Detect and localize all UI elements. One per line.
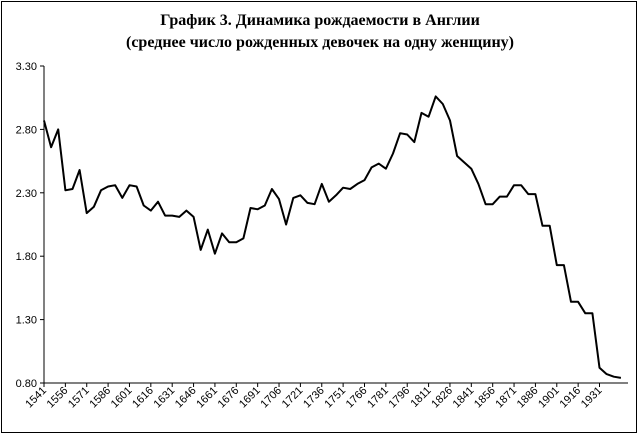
x-axis-ticks: 1541155615711586160116161631164616611676…	[23, 383, 605, 411]
x-tick-label: 1916	[557, 385, 583, 411]
x-tick-label: 1676	[216, 385, 242, 411]
x-tick-label: 1901	[536, 385, 562, 411]
x-tick-label: 1601	[109, 385, 135, 411]
y-tick-label: 1.30	[16, 315, 37, 327]
x-tick-label: 1781	[365, 385, 391, 411]
x-tick-label: 1661	[194, 385, 220, 411]
x-tick-label: 1931	[579, 385, 605, 411]
x-tick-label: 1586	[87, 385, 113, 411]
series-line	[43, 95, 622, 379]
x-tick-label: 1646	[173, 385, 199, 411]
x-tick-label: 1796	[387, 385, 413, 411]
x-tick-label: 1766	[344, 385, 370, 411]
y-axis-ticks: 0.80 1.30 1.80 2.30 2.80 3.30	[16, 61, 44, 390]
x-tick-label: 1871	[493, 385, 519, 411]
x-tick-label: 1751	[322, 385, 348, 411]
x-tick-label: 1571	[66, 385, 92, 411]
y-tick-label: 2.30	[16, 188, 37, 200]
x-tick-label: 1841	[451, 385, 477, 411]
chart-title: График 3. Динамика рождаемости в Англии	[160, 12, 480, 29]
x-tick-label: 1856	[472, 385, 498, 411]
x-tick-label: 1886	[515, 385, 541, 411]
chart-axes	[43, 66, 628, 384]
x-tick-label: 1736	[301, 385, 327, 411]
y-tick-label: 1.80	[16, 251, 37, 263]
x-tick-label: 1706	[258, 385, 284, 411]
plot-area	[43, 95, 622, 379]
x-tick-label: 1826	[429, 385, 455, 411]
y-tick-label: 2.80	[16, 124, 37, 136]
x-tick-label: 1811	[408, 385, 433, 410]
x-tick-label: 1631	[152, 385, 178, 411]
y-tick-label: 3.30	[16, 61, 37, 73]
x-tick-label: 1691	[237, 385, 263, 411]
x-tick-label: 1556	[45, 385, 71, 411]
x-tick-label: 1616	[130, 385, 156, 411]
x-tick-label: 1721	[280, 385, 306, 411]
y-tick-label: 0.80	[16, 378, 37, 390]
chart-subtitle: (среднее число рожденных девочек на одну…	[126, 34, 514, 51]
